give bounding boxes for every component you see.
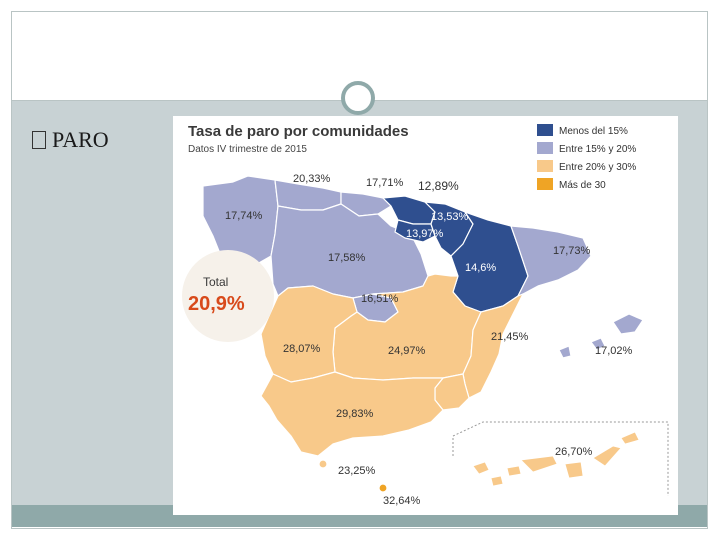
label-pais-vasco: 12,89% [418,179,459,193]
region-andalucia [260,371,444,457]
island-el-hierro [490,475,504,487]
legend-label-over-30: Más de 30 [559,180,606,191]
label-madrid: 16,51% [361,293,399,305]
island-gran-canaria [564,461,584,479]
map-legend: Menos del 15% Entre 15% y 20% Entre 20% … [537,124,636,191]
region-valencia [462,293,524,399]
label-cataluna: 17,73% [553,245,591,257]
canarias-inset-border [452,421,669,496]
spain-unemployment-map: Tasa de paro por comunidades Datos IV tr… [182,123,669,507]
label-navarra: 13,53% [431,211,469,223]
label-canarias: 26,70% [555,446,593,458]
label-extremadura: 28,07% [283,343,321,355]
label-ceuta: 23,25% [338,465,376,477]
region-baleares [558,313,644,359]
region-ceuta [318,459,328,469]
label-asturias: 20,33% [293,173,331,185]
region-galicia [202,175,279,265]
legend-swatch-20-30 [537,160,553,172]
region-la-rioja [394,219,436,243]
island-la-palma [472,461,490,475]
slide-title-text: PARO [52,127,109,152]
label-castilla-la-mancha: 24,97% [388,345,426,357]
total-badge: Total 20,9% [182,250,274,342]
legend-label-under-15: Menos del 15% [559,126,628,137]
map-figure: Tasa de paro por comunidades Datos IV tr… [173,116,678,515]
legend-swatch-15-20 [537,142,553,154]
legend-swatch-over-30 [537,178,553,190]
slide-title: PARO [32,127,109,153]
decorative-circle-icon [341,81,375,115]
map-subtitle: Datos IV trimestre de 2015 [188,144,307,155]
square-bullet-icon [32,131,46,149]
label-cantabria: 17,71% [366,177,404,189]
label-baleares: 17,02% [595,345,633,357]
label-valencia: 21,45% [491,331,529,343]
label-castilla-y-leon: 17,58% [328,252,366,264]
label-melilla: 32,64% [383,495,421,507]
region-extremadura [260,285,358,383]
label-galicia: 17,74% [225,210,263,222]
region-pais-vasco [382,195,436,225]
label-la-rioja: 13,97% [406,228,444,240]
legend-label-20-30: Entre 20% y 30% [559,162,636,173]
label-andalucia: 29,83% [336,408,374,420]
slide-frame [11,11,708,529]
region-cataluna [510,225,592,297]
island-lanzarote [620,431,640,445]
total-label: Total [203,275,228,289]
legend-swatch-under-15 [537,124,553,136]
canarias-inset [452,421,669,496]
total-value: 20,9% [188,293,245,315]
label-aragon: 14,6% [465,262,496,274]
map-title: Tasa de paro por comunidades [188,123,409,140]
region-melilla [378,483,388,493]
island-tenerife [520,455,558,473]
legend-label-15-20: Entre 15% y 20% [559,144,636,155]
total-badge-circle [182,250,274,342]
island-fuerteventura [592,445,622,467]
island-la-gomera [506,465,522,477]
